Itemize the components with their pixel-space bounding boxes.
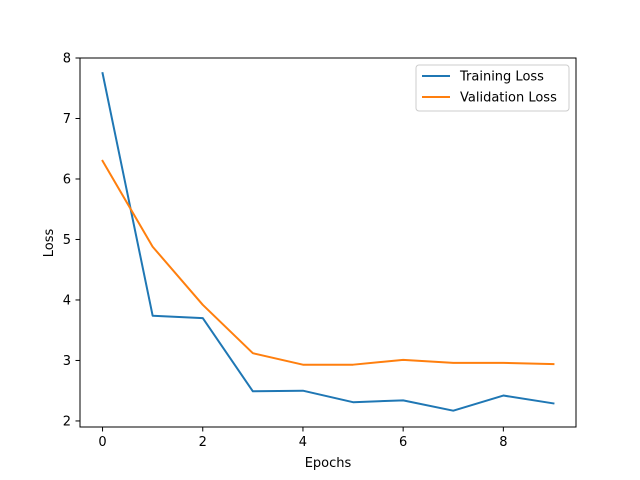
x-tick-label: 8 — [499, 435, 507, 450]
series-line-validation-loss — [101, 159, 555, 366]
y-tick-label: 3 — [63, 354, 71, 369]
y-tick-label: 5 — [63, 233, 71, 248]
legend-box — [415, 64, 570, 112]
plot-frame — [79, 57, 577, 428]
y-tick-label: 6 — [63, 172, 71, 187]
series-line-training-loss — [101, 71, 555, 412]
y-tick-label: 4 — [63, 293, 71, 308]
x-axis: 0 2 4 6 8 — [98, 427, 507, 450]
series-layer — [101, 71, 555, 412]
x-tick-label: 2 — [199, 435, 207, 450]
legend: Training Loss Validation Loss — [415, 64, 570, 112]
y-tick-label: 8 — [63, 52, 71, 67]
y-axis: 2 3 4 5 6 7 8 — [63, 52, 80, 429]
x-tick-label: 0 — [98, 435, 106, 450]
x-tick-label: 4 — [299, 435, 307, 450]
y-tick-label: 2 — [63, 414, 71, 429]
y-axis-label: Loss — [42, 229, 57, 258]
legend-label-training-loss: Training Loss — [459, 70, 544, 85]
legend-label-validation-loss: Validation Loss — [460, 91, 557, 106]
x-tick-label: 6 — [399, 435, 407, 450]
x-axis-label: Epochs — [305, 456, 352, 471]
y-tick-label: 7 — [63, 112, 71, 127]
